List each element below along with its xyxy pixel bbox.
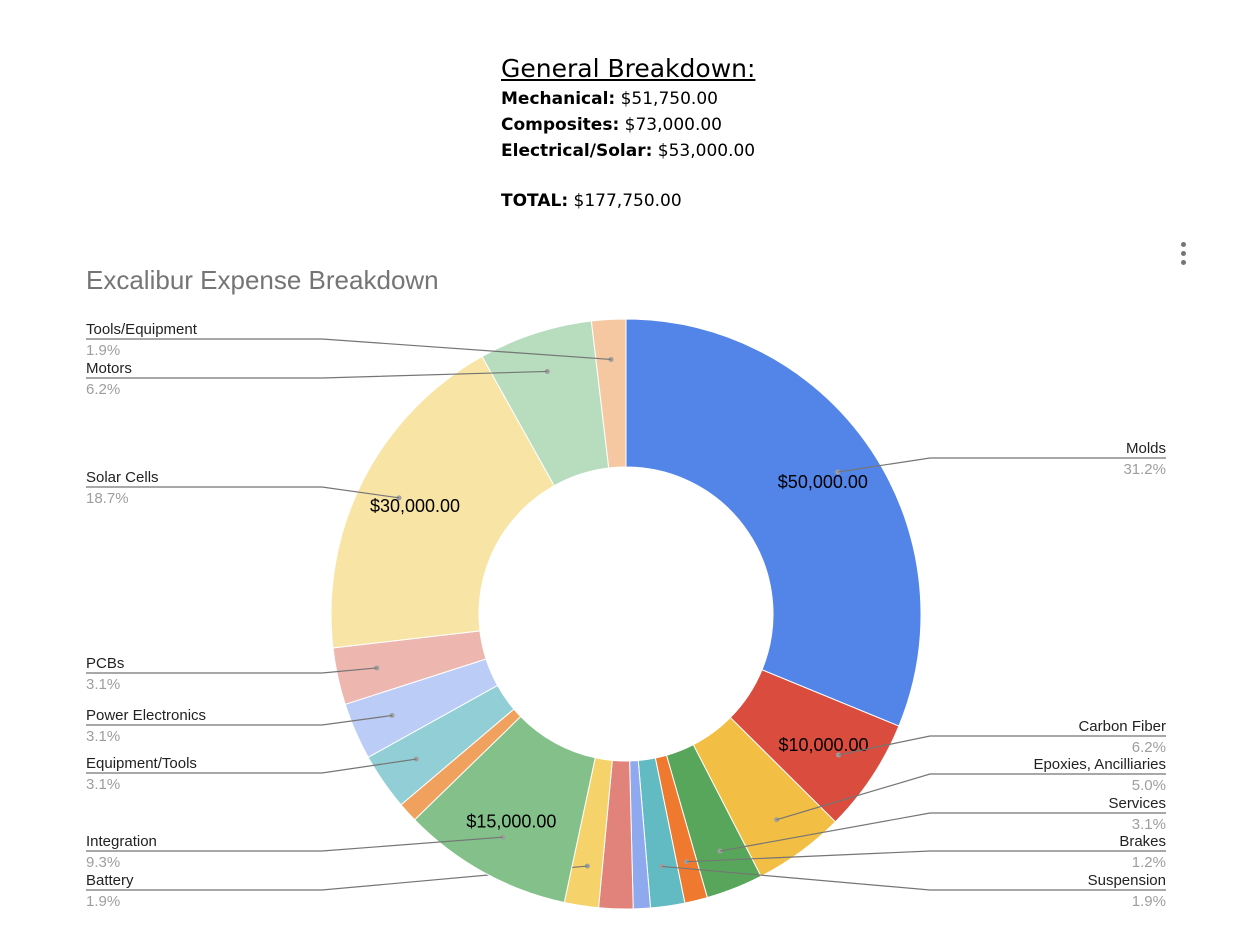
- slice-name-label: Motors: [86, 360, 132, 377]
- slice-name-label: Tools/Equipment: [86, 321, 198, 338]
- slice-percent-label: 31.2%: [1123, 461, 1166, 478]
- slice-percent-label: 6.2%: [86, 381, 120, 398]
- slice-name-label: Integration: [86, 833, 157, 850]
- slice-percent-label: 18.7%: [86, 490, 129, 507]
- summary-label: Electrical/Solar:: [501, 141, 653, 161]
- slice-name-label: Battery: [86, 872, 134, 889]
- total-label: TOTAL:: [501, 191, 569, 211]
- slice-value-label: $15,000.00: [466, 811, 556, 831]
- slice-name-label: PCBs: [86, 655, 124, 672]
- summary-row-electrical: Electrical/Solar: $53,000.00: [501, 138, 755, 164]
- slice-name-label: Power Electronics: [86, 707, 206, 724]
- leader-line: [86, 370, 548, 379]
- slice-name-label: Brakes: [1119, 833, 1166, 850]
- leader-line: [837, 457, 1166, 473]
- slice-value-label: $10,000.00: [778, 735, 868, 755]
- summary-label: Mechanical:: [501, 89, 616, 109]
- leader-line: [86, 836, 503, 852]
- leader-line: [776, 773, 1166, 821]
- slice-percent-label: 3.1%: [1132, 816, 1166, 833]
- summary-heading: General Breakdown:: [501, 54, 756, 83]
- slice-name-label: Epoxies, Ancilliaries: [1033, 756, 1166, 773]
- slice-percent-label: 3.1%: [86, 676, 120, 693]
- summary-value: $53,000.00: [657, 141, 756, 161]
- chart-title: Excalibur Expense Breakdown: [86, 265, 439, 295]
- summary-row-mechanical: Mechanical: $51,750.00: [501, 86, 755, 112]
- slice-name-label: Services: [1108, 795, 1166, 812]
- summary-row-composites: Composites: $73,000.00: [501, 112, 755, 138]
- leader-line: [86, 338, 612, 361]
- slice-percent-label: 3.1%: [86, 776, 120, 793]
- slice-percent-label: 1.2%: [1132, 854, 1166, 871]
- slice-percent-label: 9.3%: [86, 854, 120, 871]
- donut-slice[interactable]: [330, 355, 555, 649]
- slice-percent-label: 3.1%: [86, 728, 120, 745]
- slice-value-label: $30,000.00: [370, 496, 460, 516]
- leader-line: [86, 667, 377, 674]
- slice-percent-label: 1.9%: [86, 893, 120, 910]
- leader-line: [662, 865, 1166, 891]
- slice-percent-label: 1.9%: [86, 342, 120, 359]
- leader-line: [686, 850, 1166, 863]
- slice-name-label: Carbon Fiber: [1078, 718, 1166, 735]
- slice-name-label: Solar Cells: [86, 469, 159, 486]
- leader-line: [838, 735, 1166, 756]
- slice-name-label: Molds: [1126, 440, 1166, 457]
- summary-value: $51,750.00: [620, 89, 718, 109]
- donut-slice[interactable]: [625, 318, 922, 727]
- slice-percent-label: 1.9%: [1132, 893, 1166, 910]
- donut-slice[interactable]: [590, 318, 627, 469]
- summary-value: $73,000.00: [624, 115, 722, 135]
- summary-label: Composites:: [501, 115, 620, 135]
- slice-name-label: Equipment/Tools: [86, 755, 197, 772]
- leader-line: [86, 758, 417, 774]
- leader-line: [86, 714, 393, 726]
- leader-line: [86, 486, 400, 499]
- more-vert-icon[interactable]: [1176, 242, 1190, 270]
- total-value: $177,750.00: [573, 191, 682, 211]
- slice-percent-label: 6.2%: [1132, 739, 1166, 756]
- slice-name-label: Suspension: [1088, 872, 1166, 889]
- summary-total: TOTAL: $177,750.00: [501, 188, 755, 214]
- general-breakdown: General Breakdown: Mechanical: $51,750.0…: [501, 52, 755, 214]
- slice-percent-label: 5.0%: [1132, 777, 1166, 794]
- leader-line: [719, 812, 1166, 852]
- slice-value-label: $50,000.00: [778, 472, 868, 492]
